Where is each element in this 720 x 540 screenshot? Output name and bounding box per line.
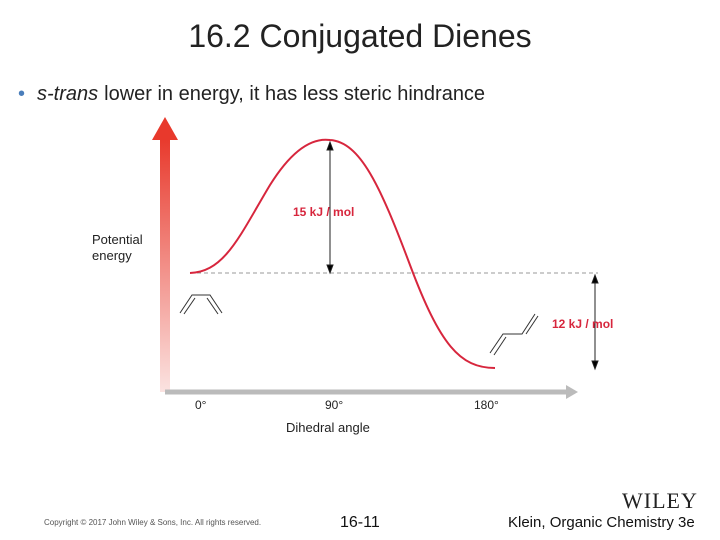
bullet: • s-trans lower in energy, it has less ste… [18,83,485,106]
bullet-dot: • [18,83,26,105]
barrier-label: 15 kJ / mol [293,205,355,219]
copyright: Copyright © 2017 John Wiley & Sons, Inc.… [44,518,262,527]
molecules [179,294,539,356]
page-number: 16-11 [340,514,380,531]
x-arrow [566,385,578,399]
bullet-text: lower in energy, it has less steric hind… [104,83,486,105]
y-label: Potential energy [92,232,143,263]
x-tick-label: 180° [474,398,499,412]
logo: WILEY [622,488,698,513]
x-tick-label: 90° [325,398,344,412]
energy-curve [189,138,496,369]
book-credit: Klein, Organic Chemistry 3e [508,514,695,531]
title: 16.2 Conjugated Dienes [188,18,532,54]
y-axis [160,138,170,392]
bullet-italic: s-trans [37,83,99,105]
y-arrow [152,117,178,140]
x-tick-label: 0° [195,398,207,412]
arrows [326,140,599,371]
difference-label: 12 kJ / mol [552,317,614,331]
x-label: Dihedral angle [286,420,370,435]
